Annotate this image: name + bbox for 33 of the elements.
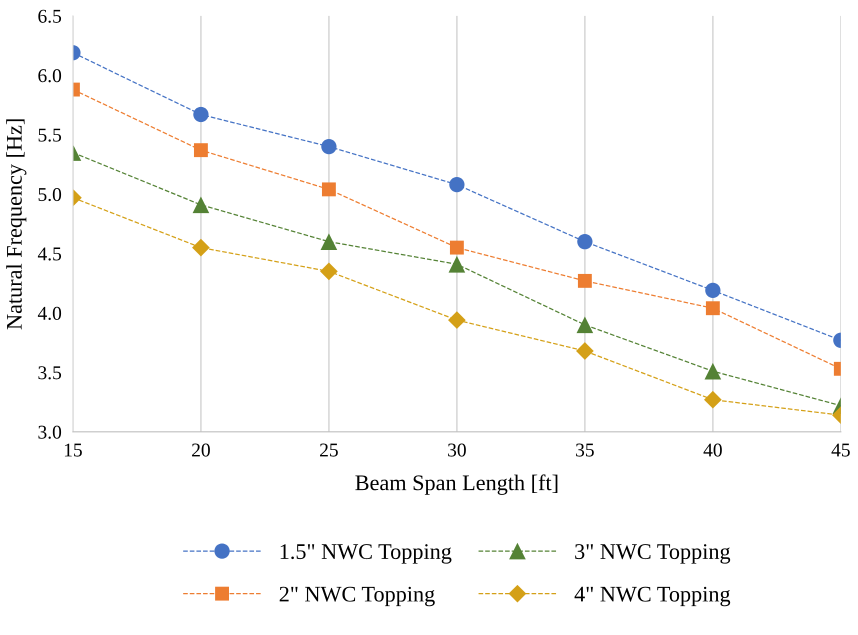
x-tick-label: 20: [192, 443, 210, 457]
y-tick-label: 6.0: [38, 69, 62, 82]
point: [320, 233, 338, 250]
y-tick-label: 6.5: [38, 10, 62, 23]
legend-label: 4" NWC Topping: [574, 586, 730, 606]
point: [320, 262, 338, 280]
x-tick-label: 40: [704, 443, 722, 457]
legend-label: 2" NWC Topping: [280, 586, 435, 606]
point: [450, 240, 464, 255]
legend-label: 1.5" NWC Topping: [280, 544, 452, 564]
point: [449, 176, 465, 192]
y-tick-label: 3.0: [38, 426, 62, 439]
x-tick-label: 45: [831, 444, 850, 457]
y-tick-label: 4.5: [38, 247, 62, 261]
y-tick-label: 5.5: [38, 128, 62, 142]
point: [448, 311, 466, 329]
point: [576, 316, 594, 334]
x-tick-label: 35: [576, 444, 594, 457]
y-axis-title: Natural Frequency [Hz]: [6, 119, 26, 330]
x-tick-label: 15: [64, 444, 82, 457]
point: [578, 274, 592, 288]
point: [322, 182, 336, 196]
point: [576, 342, 594, 360]
legend-label: 3" NWC Topping: [575, 544, 730, 564]
point: [321, 138, 337, 154]
x-axis-title: Beam Span Length [ft]: [355, 474, 558, 495]
y-tick-label: 4.0: [38, 306, 62, 320]
point: [577, 234, 593, 250]
y-tick-label: 3.5: [38, 366, 62, 380]
y-tick-label: 5.0: [38, 188, 62, 202]
x-tick-label: 30: [448, 443, 466, 457]
point: [448, 256, 466, 273]
x-tick-label: 25: [320, 444, 338, 457]
